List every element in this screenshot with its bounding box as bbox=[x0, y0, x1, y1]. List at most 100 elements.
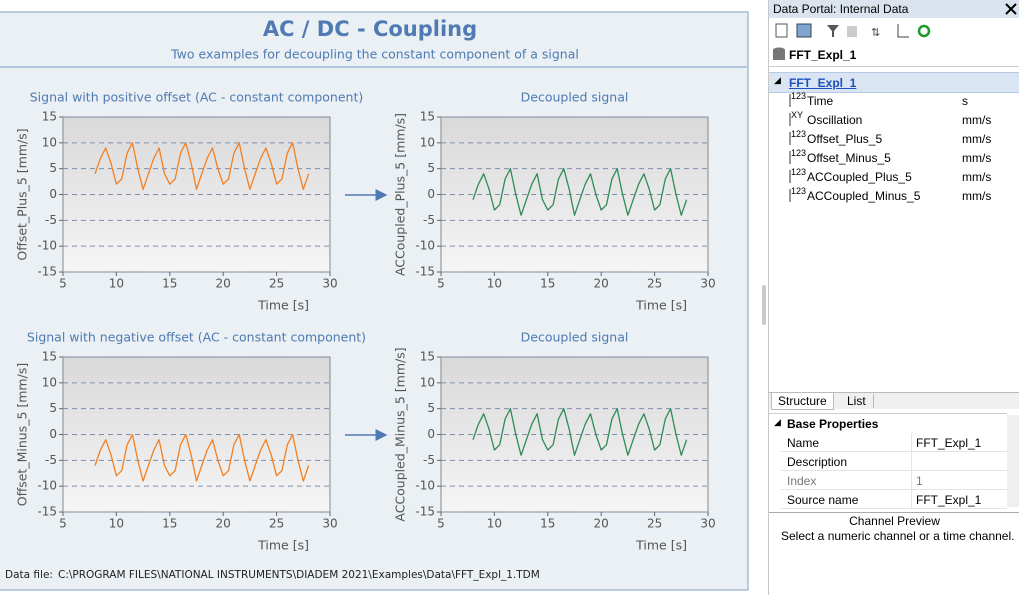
channel-row[interactable]: XY Oscillation mm/s bbox=[769, 110, 1019, 129]
y-tick-label: 15 bbox=[420, 350, 435, 364]
y-tick-label: 15 bbox=[42, 350, 57, 364]
x-tick-label: 5 bbox=[59, 517, 67, 531]
new-button[interactable] bbox=[775, 23, 788, 38]
channel-unit[interactable]: mm/s bbox=[962, 189, 992, 203]
y-tick-label: 5 bbox=[49, 401, 57, 415]
close-button[interactable] bbox=[1005, 3, 1017, 15]
channel-row[interactable]: 123 Offset_Plus_5 mm/s bbox=[769, 129, 1019, 148]
y-tick-label: -15 bbox=[415, 505, 435, 519]
channel-icon[interactable] bbox=[789, 170, 791, 183]
property-value[interactable]: FFT_Expl_1 bbox=[916, 493, 982, 507]
y-tick-label: 15 bbox=[420, 110, 435, 124]
splitter-grip[interactable] bbox=[760, 285, 768, 325]
channel-icon[interactable] bbox=[789, 113, 791, 126]
file-name: FFT_Expl_1 bbox=[789, 48, 857, 62]
channel-kind[interactable]: 123 bbox=[791, 148, 807, 158]
channel-unit[interactable]: mm/s bbox=[962, 113, 992, 127]
channel-unit[interactable]: mm/s bbox=[962, 132, 992, 146]
x-tick-label: 30 bbox=[700, 277, 715, 291]
filter-button[interactable] bbox=[827, 25, 839, 37]
grip[interactable] bbox=[762, 285, 766, 325]
plot-area bbox=[440, 356, 709, 513]
chart-title: Signal with positive offset (AC - consta… bbox=[30, 90, 364, 105]
db-icon bbox=[773, 47, 785, 60]
x-tick-label: 5 bbox=[437, 277, 445, 291]
property-value[interactable]: 1 bbox=[916, 474, 923, 488]
property-name[interactable]: Description bbox=[787, 455, 848, 469]
x-tick-label: 20 bbox=[216, 277, 231, 291]
channel-kind[interactable]: 123 bbox=[791, 91, 807, 101]
expander[interactable]: ◢ bbox=[774, 75, 781, 85]
property-value[interactable]: FFT_Expl_1 bbox=[916, 436, 982, 450]
y-tick-label: -15 bbox=[415, 265, 435, 279]
property-name[interactable]: Index bbox=[787, 474, 817, 488]
channel-icon[interactable] bbox=[789, 151, 791, 164]
channel-name[interactable]: ACCoupled_Plus_5 bbox=[807, 170, 912, 184]
channel-unit[interactable]: mm/s bbox=[962, 170, 992, 184]
preview-text: Select a numeric channel or a time chann… bbox=[781, 529, 1015, 543]
channel-kind[interactable]: XY bbox=[791, 110, 804, 120]
y-tick-label: 10 bbox=[420, 135, 435, 149]
footer-path: C:\PROGRAM FILES\NATIONAL INSTRUMENTS\DI… bbox=[58, 569, 540, 581]
y-tick-label: 5 bbox=[427, 401, 435, 415]
property-row[interactable] bbox=[781, 490, 1007, 509]
x-tick-label: 25 bbox=[269, 277, 284, 291]
tab-bar: Structure List bbox=[769, 392, 1019, 410]
refresh-button[interactable] bbox=[917, 24, 931, 38]
tab[interactable]: List bbox=[840, 394, 874, 408]
x-tick-label: 10 bbox=[487, 517, 502, 531]
channel-name[interactable]: Time bbox=[807, 94, 834, 108]
property-name[interactable]: Source name bbox=[787, 493, 859, 507]
channel-unit[interactable]: mm/s bbox=[962, 151, 992, 165]
y-tick-label: -5 bbox=[423, 213, 435, 227]
group-row[interactable]: ◢ FFT_Expl_1 bbox=[769, 72, 1019, 93]
chart-title: Decoupled signal bbox=[521, 90, 629, 105]
channel-row[interactable]: 123 Offset_Minus_5 mm/s bbox=[769, 148, 1019, 167]
properties: ◢ Base Properties Name FFT_Expl_1 Descript… bbox=[769, 413, 1007, 510]
expander[interactable]: ◢ bbox=[774, 417, 781, 427]
channel-unit[interactable]: s bbox=[962, 94, 968, 108]
channel-row[interactable]: 123 ACCoupled_Plus_5 mm/s bbox=[769, 167, 1019, 186]
channel-name[interactable]: ACCoupled_Minus_5 bbox=[807, 189, 921, 203]
tab[interactable]: Structure bbox=[771, 393, 834, 410]
x-tick-label: 15 bbox=[540, 517, 555, 531]
x-tick-label: 15 bbox=[162, 277, 177, 291]
channel-name[interactable]: Offset_Plus_5 bbox=[807, 132, 883, 146]
channel-kind[interactable]: 123 bbox=[791, 129, 807, 139]
channel-kind[interactable]: 123 bbox=[791, 186, 807, 196]
title-bar: Data Portal: Internal Data bbox=[769, 0, 1019, 18]
channel-row[interactable]: 123 Time s bbox=[769, 91, 1019, 110]
axis-button[interactable] bbox=[897, 24, 909, 38]
x-tick-label: 15 bbox=[540, 277, 555, 291]
x-axis-label: Time [s] bbox=[257, 538, 309, 553]
y-tick-label: -5 bbox=[45, 453, 57, 467]
channel-name[interactable]: Oscillation bbox=[807, 113, 863, 127]
preview-title: Channel Preview bbox=[849, 514, 940, 528]
sort-button[interactable]: ⇅ bbox=[871, 27, 880, 39]
y-tick-label: -5 bbox=[45, 213, 57, 227]
channel-icon[interactable] bbox=[789, 132, 791, 145]
x-tick-label: 25 bbox=[647, 277, 662, 291]
y-tick-label: 0 bbox=[49, 427, 57, 441]
y-tick-label: 10 bbox=[42, 375, 57, 389]
close-icon[interactable] bbox=[1005, 3, 1017, 15]
y-axis-label: Offset_Minus_5 [mm/s] bbox=[15, 363, 30, 506]
channel-icon[interactable] bbox=[789, 189, 791, 202]
channel-name[interactable]: Offset_Minus_5 bbox=[807, 151, 891, 165]
group-name[interactable]: FFT_Expl_1 bbox=[789, 76, 857, 90]
report-title: AC / DC - Coupling bbox=[263, 17, 477, 41]
scrollbar[interactable] bbox=[1007, 415, 1019, 507]
property-name[interactable]: Name bbox=[787, 436, 820, 450]
channel-row[interactable]: 123 ACCoupled_Minus_5 mm/s bbox=[769, 186, 1019, 205]
y-axis-label: Offset_Plus_5 [mm/s] bbox=[15, 128, 30, 260]
property-row[interactable] bbox=[781, 433, 1007, 452]
columns-button[interactable] bbox=[847, 26, 857, 37]
property-divider bbox=[911, 452, 912, 470]
property-row[interactable] bbox=[781, 471, 1007, 490]
channel-kind[interactable]: 123 bbox=[791, 167, 807, 177]
channel-icon[interactable] bbox=[789, 94, 791, 107]
plot-area bbox=[440, 116, 709, 273]
load-button[interactable] bbox=[796, 23, 812, 38]
property-row[interactable] bbox=[781, 452, 1007, 471]
y-tick-label: -5 bbox=[423, 453, 435, 467]
